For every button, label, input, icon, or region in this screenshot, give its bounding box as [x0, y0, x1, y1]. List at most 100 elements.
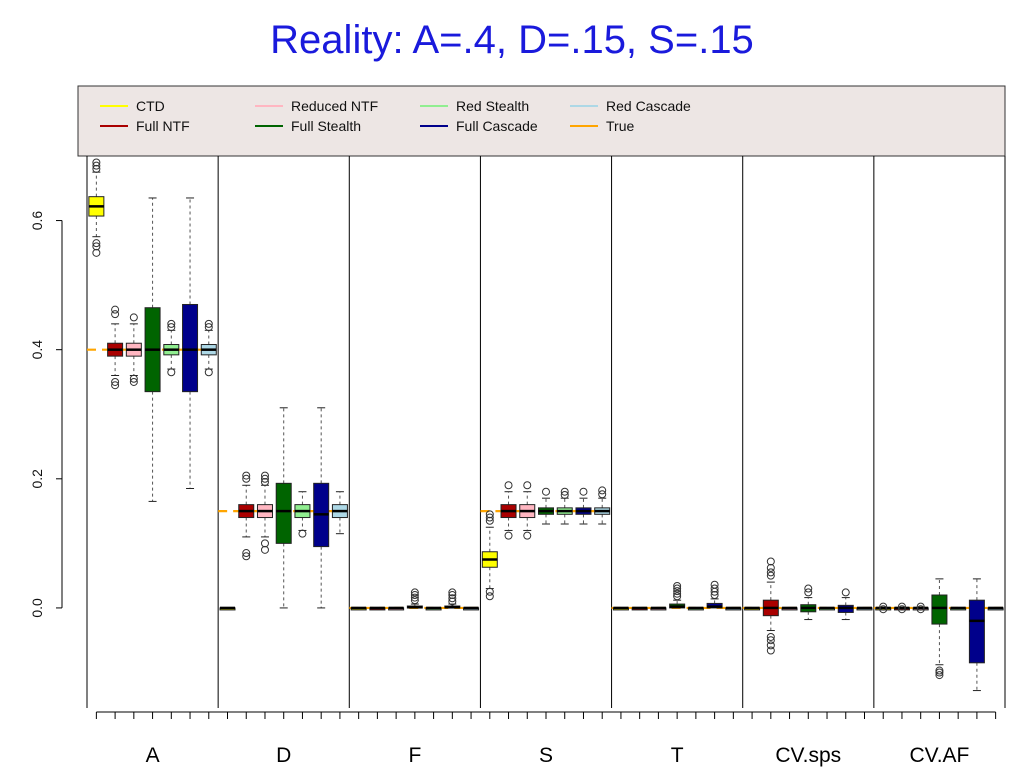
outlier-point	[579, 487, 588, 496]
legend-label: Full NTF	[136, 118, 190, 134]
outlier-point	[410, 591, 419, 600]
outlier-point	[504, 481, 513, 490]
box-body	[275, 482, 292, 544]
outlier-point	[410, 596, 419, 605]
legend-box	[77, 85, 1006, 157]
outlier-point	[710, 580, 719, 589]
box-red-stealth	[425, 606, 442, 611]
outlier-point	[485, 587, 494, 596]
box-red-stealth	[163, 319, 180, 377]
box-full-cascade	[313, 407, 330, 609]
box-reduced-ntf	[256, 471, 273, 554]
outlier-point	[673, 587, 682, 596]
box-reduced-ntf	[388, 606, 405, 611]
outlier-point	[448, 591, 457, 600]
outlier-point	[260, 474, 269, 483]
box-red-cascade	[331, 491, 348, 535]
y-tick-label: 0.0	[29, 598, 45, 618]
outlier-point	[804, 588, 813, 597]
box-full-stealth	[275, 407, 292, 609]
outlier-point	[129, 313, 138, 322]
outlier-point	[167, 323, 176, 332]
legend-label: Red Stealth	[456, 98, 529, 114]
box-full-cascade	[444, 588, 461, 609]
outlier-point	[766, 632, 775, 641]
outlier-point	[935, 668, 944, 677]
box-full-stealth	[406, 588, 423, 609]
outlier-point	[935, 671, 944, 680]
outlier-point	[448, 588, 457, 597]
outlier-point	[766, 646, 775, 655]
y-tick-label: 0.6	[29, 211, 45, 231]
x-category-label: S	[539, 744, 553, 767]
x-category-label: CV.AF	[909, 744, 969, 767]
outlier-point	[204, 319, 213, 328]
box-full-ntf	[500, 481, 517, 540]
box-red-cascade	[987, 606, 1004, 611]
y-tick-label: 0.2	[29, 469, 45, 489]
x-axis: A D F S T CV.sps CV.AF	[95, 711, 997, 767]
box-red-stealth	[950, 606, 967, 611]
box-body	[968, 599, 985, 664]
outlier-point	[523, 531, 532, 540]
outlier-point	[92, 164, 101, 173]
outlier-point	[410, 593, 419, 602]
box-red-cascade	[725, 606, 742, 611]
x-category-label: CV.sps	[775, 744, 841, 767]
outlier-point	[542, 487, 550, 496]
box-full-stealth	[144, 197, 161, 502]
box-reduced-ntf	[781, 606, 798, 611]
box-ctd	[875, 602, 892, 614]
box-body	[182, 303, 199, 393]
legend-label: Full Stealth	[291, 118, 361, 134]
box-full-stealth	[800, 584, 817, 621]
outlier-point	[448, 597, 457, 606]
x-category-label: F	[408, 744, 421, 767]
box-ctd	[612, 606, 629, 611]
outlier-point	[92, 242, 101, 251]
y-axis: 0.0 0.2 0.4 0.6	[29, 211, 63, 618]
outlier-point	[242, 474, 251, 483]
outlier-point	[879, 605, 888, 614]
outlier-point	[92, 248, 101, 257]
box-reduced-ntf	[912, 602, 929, 614]
box-full-stealth	[931, 578, 948, 680]
outlier-point	[485, 592, 494, 601]
outlier-point	[410, 588, 419, 597]
outlier-point	[485, 513, 494, 522]
outlier-point	[129, 377, 138, 386]
box-ctd	[744, 606, 761, 611]
box-full-cascade	[968, 578, 985, 692]
outlier-point	[92, 158, 101, 167]
box-reduced-ntf	[519, 481, 536, 540]
outlier-point	[111, 381, 120, 390]
outlier-point	[92, 161, 101, 170]
y-tick-label: 0.4	[29, 340, 45, 360]
box-full-stealth	[669, 581, 686, 609]
outlier-point	[111, 310, 120, 319]
outlier-point	[710, 584, 719, 593]
box-full-cascade	[706, 580, 723, 609]
outlier-point	[673, 592, 682, 601]
outlier-point	[92, 239, 101, 248]
true-lines	[87, 348, 1005, 610]
outlier-point	[560, 490, 569, 499]
outlier-point	[897, 605, 906, 614]
outlier-point	[673, 584, 682, 593]
outlier-point	[804, 584, 813, 593]
outlier-point	[260, 545, 269, 554]
box-red-stealth	[556, 487, 573, 525]
outlier-point	[204, 323, 213, 332]
outlier-point	[897, 602, 906, 611]
legend-label: CTD	[136, 98, 165, 114]
chart-title: Reality: A=.4, D=.15, S=.15	[270, 18, 754, 62]
outlier-point	[167, 319, 176, 328]
outlier-point	[242, 549, 251, 558]
box-ctd	[219, 606, 236, 611]
outlier-point	[598, 486, 607, 495]
outlier-point	[260, 539, 269, 548]
outlier-point	[111, 305, 120, 314]
outlier-point	[504, 531, 513, 540]
outlier-point	[916, 605, 925, 614]
